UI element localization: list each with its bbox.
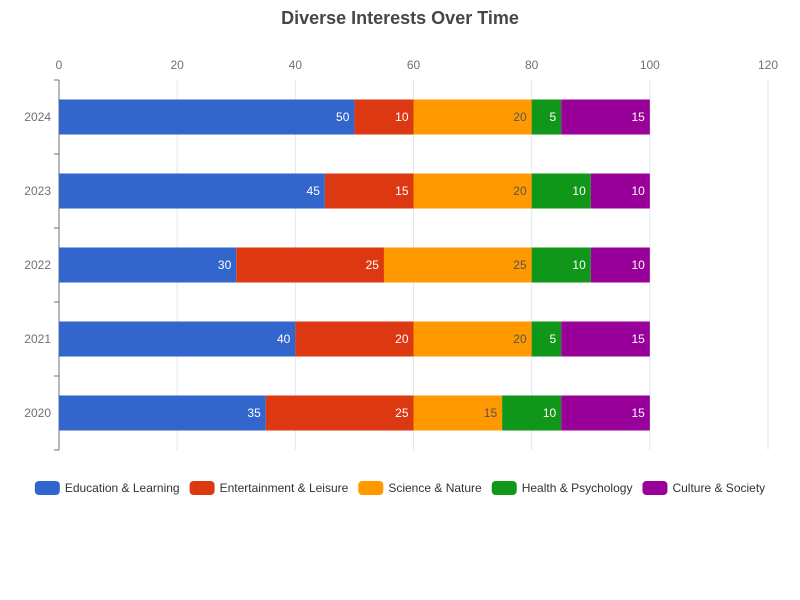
x-tick-label: 60	[407, 58, 421, 72]
bar-segment	[354, 99, 414, 135]
legend-swatch	[491, 481, 517, 495]
x-tick-label: 20	[170, 58, 184, 72]
legend-label: Culture & Society	[672, 481, 765, 495]
x-tick-label: 100	[640, 58, 660, 72]
bar-segment	[265, 395, 414, 431]
data-label: 50	[336, 110, 350, 124]
data-label: 10	[395, 110, 409, 124]
bar-segment	[295, 321, 414, 357]
data-label: 45	[307, 184, 321, 198]
bar-segment	[590, 247, 650, 283]
legend-swatch	[189, 481, 215, 495]
data-label: 10	[631, 258, 645, 272]
bar-segment	[502, 395, 562, 431]
legend: Education & Learning Entertainment & Leis…	[34, 481, 765, 495]
category-label: 2024	[24, 110, 51, 124]
bar-segment	[59, 247, 237, 283]
data-label: 10	[572, 258, 586, 272]
value-labels: 50 10 20 5 15 45 15 20 10 10 30 25 25 10 10 40 20 20 5 15 35…	[218, 110, 645, 420]
category-label: 2021	[24, 332, 51, 346]
data-label: 35	[247, 406, 261, 420]
bar-segment	[561, 395, 650, 431]
legend-swatch	[34, 481, 60, 495]
legend-item[interactable]: Science & Nature	[358, 481, 482, 495]
legend-swatch	[642, 481, 668, 495]
bar-segment	[324, 173, 414, 209]
bar-segment	[236, 247, 384, 283]
data-label: 25	[513, 258, 527, 272]
legend-label: Science & Nature	[388, 481, 482, 495]
data-label: 10	[543, 406, 557, 420]
x-tick-label: 80	[525, 58, 539, 72]
x-tick-label: 0	[56, 58, 63, 72]
data-label: 15	[395, 184, 409, 198]
bars	[59, 99, 650, 431]
data-label: 15	[631, 406, 645, 420]
bar-segment	[531, 321, 562, 357]
legend-item[interactable]: Health & Psychology	[491, 481, 633, 495]
bar-segment	[531, 99, 562, 135]
x-tick-label: 120	[758, 58, 778, 72]
data-label: 20	[395, 332, 409, 346]
bar-segment	[59, 99, 355, 135]
data-label: 15	[484, 406, 498, 420]
bar-segment	[590, 173, 650, 209]
data-label: 5	[550, 110, 557, 124]
category-label: 2022	[24, 258, 51, 272]
bar-segment	[413, 173, 532, 209]
legend-swatch	[358, 481, 384, 495]
chart-title: Diverse Interests Over Time	[281, 8, 519, 28]
bar-segment	[413, 395, 503, 431]
bar-segment	[59, 321, 296, 357]
data-label: 15	[631, 332, 645, 346]
legend-item[interactable]: Culture & Society	[642, 481, 765, 495]
data-label: 20	[513, 184, 527, 198]
data-label: 25	[366, 258, 380, 272]
x-tick-label: 40	[289, 58, 303, 72]
bar-segment	[59, 395, 266, 431]
bar-segment	[413, 99, 532, 135]
legend-items: Education & Learning Entertainment & Leis…	[34, 481, 765, 495]
bar-segment	[383, 247, 532, 283]
category-label: 2023	[24, 184, 51, 198]
data-label: 25	[395, 406, 409, 420]
data-label: 5	[550, 332, 557, 346]
data-label: 20	[513, 332, 527, 346]
legend-label: Education & Learning	[65, 481, 180, 495]
category-label: 2020	[24, 406, 51, 420]
bar-segment	[561, 99, 650, 135]
bar-segment	[413, 321, 532, 357]
legend-item[interactable]: Entertainment & Leisure	[189, 481, 349, 495]
data-label: 10	[572, 184, 586, 198]
data-label: 40	[277, 332, 291, 346]
legend-label: Entertainment & Leisure	[220, 481, 349, 495]
data-label: 20	[513, 110, 527, 124]
legend-label: Health & Psychology	[522, 481, 633, 495]
legend-item[interactable]: Education & Learning	[34, 481, 180, 495]
data-label: 10	[631, 184, 645, 198]
bar-segment	[531, 173, 591, 209]
data-label: 15	[631, 110, 645, 124]
bar-segment	[59, 173, 325, 209]
bar-segment	[531, 247, 591, 283]
bar-segment	[561, 321, 650, 357]
data-label: 30	[218, 258, 232, 272]
